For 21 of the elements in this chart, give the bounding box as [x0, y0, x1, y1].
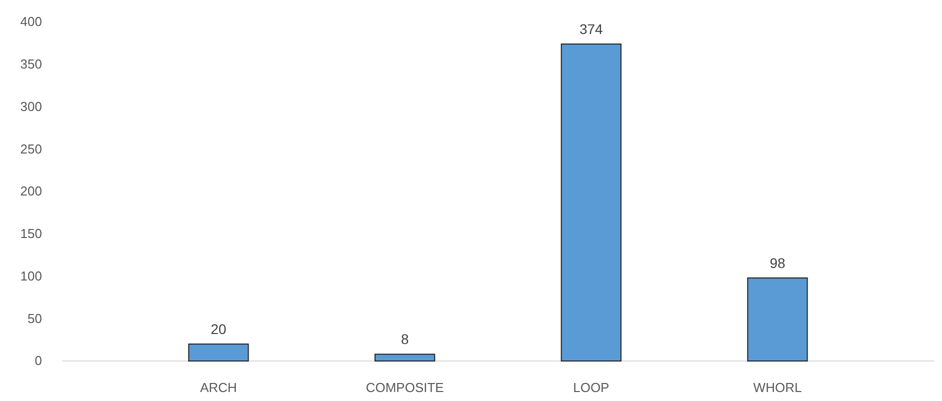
y-tick-label: 200 — [20, 184, 42, 199]
bar — [374, 354, 436, 362]
y-tick-label: 150 — [20, 226, 42, 242]
data-label: 374 — [579, 21, 604, 38]
data-label: 8 — [400, 331, 409, 348]
y-tick-label: 350 — [20, 56, 42, 72]
x-tick-label: ARCH — [200, 380, 237, 396]
bar — [747, 277, 808, 362]
y-tick-label: 50 — [28, 310, 42, 326]
y-tick-label: 250 — [20, 141, 42, 156]
y-tick-label: 0 — [34, 353, 42, 368]
bar — [188, 344, 249, 362]
x-tick-label: COMPOSITE — [366, 380, 444, 396]
x-tick-label: WHORL — [753, 380, 802, 396]
data-label: 20 — [210, 321, 227, 338]
data-label: 98 — [770, 254, 786, 271]
y-tick-label: 400 — [20, 14, 42, 30]
x-tick-label: LOOP — [573, 380, 610, 396]
bar — [560, 44, 622, 362]
y-tick-label: 300 — [20, 98, 42, 114]
y-tick-label: 100 — [20, 268, 42, 284]
